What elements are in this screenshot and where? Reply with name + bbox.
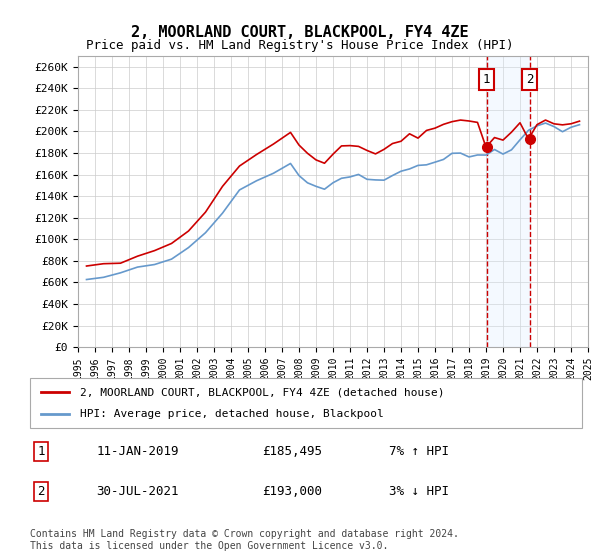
Text: Contains HM Land Registry data © Crown copyright and database right 2024.
This d: Contains HM Land Registry data © Crown c… (30, 529, 459, 551)
Text: 7% ↑ HPI: 7% ↑ HPI (389, 445, 449, 458)
Text: 1: 1 (483, 73, 490, 86)
Text: 11-JAN-2019: 11-JAN-2019 (96, 445, 179, 458)
Text: 3% ↓ HPI: 3% ↓ HPI (389, 486, 449, 498)
FancyBboxPatch shape (30, 378, 582, 428)
Text: 30-JUL-2021: 30-JUL-2021 (96, 486, 179, 498)
Text: 2, MOORLAND COURT, BLACKPOOL, FY4 4ZE (detached house): 2, MOORLAND COURT, BLACKPOOL, FY4 4ZE (d… (80, 387, 444, 397)
Bar (487, 56, 530, 347)
Text: HPI: Average price, detached house, Blackpool: HPI: Average price, detached house, Blac… (80, 409, 383, 419)
Text: 2: 2 (37, 486, 45, 498)
Text: £185,495: £185,495 (262, 445, 322, 458)
Text: 2: 2 (526, 73, 533, 86)
Text: Price paid vs. HM Land Registry's House Price Index (HPI): Price paid vs. HM Land Registry's House … (86, 39, 514, 52)
Text: 2, MOORLAND COURT, BLACKPOOL, FY4 4ZE: 2, MOORLAND COURT, BLACKPOOL, FY4 4ZE (131, 25, 469, 40)
Text: 1: 1 (37, 445, 45, 458)
Text: £193,000: £193,000 (262, 486, 322, 498)
